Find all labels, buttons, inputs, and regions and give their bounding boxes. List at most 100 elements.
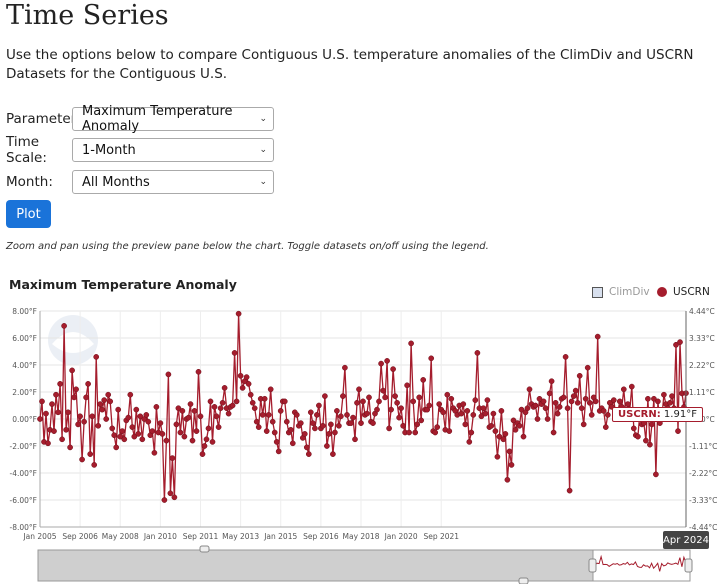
uscrn-point (466, 439, 473, 445)
chevron-down-icon: ⌄ (259, 114, 267, 124)
uscrn-point (655, 398, 661, 405)
uscrn-point (233, 398, 240, 405)
chart-axes: 8.00°F 4.44°C 6.00°F 3.33°C 4.00°F 2.22°C 2.00… (10, 307, 718, 541)
legend-uscrn-swatch (657, 287, 667, 297)
y2-tick-label: -4.44°C (689, 523, 717, 532)
y-tick-label: 4.00°F (12, 361, 37, 370)
uscrn-point (139, 436, 146, 443)
uscrn-point (203, 436, 210, 443)
uscrn-point (129, 424, 136, 430)
uscrn-point (584, 364, 591, 371)
y-tick-label: -8.00°F (10, 523, 37, 532)
uscrn-point (179, 408, 186, 414)
uscrn-point (81, 418, 87, 425)
uscrn-point (277, 408, 284, 414)
uscrn-point (408, 340, 414, 347)
uscrn-point (271, 429, 278, 436)
y-tick-label: -4.00°F (10, 469, 37, 478)
uscrn-point (159, 431, 166, 437)
uscrn-point (428, 355, 435, 362)
uscrn-point (87, 451, 94, 457)
uscrn-point (470, 412, 477, 418)
uscrn-point (193, 428, 200, 434)
uscrn-point (516, 422, 523, 429)
uscrn-point (374, 406, 380, 413)
uscrn-point (245, 381, 252, 387)
uscrn-point (125, 414, 132, 421)
month-select[interactable]: All Months ⌄ (72, 170, 274, 194)
y-tick-label: 8.00°F (12, 307, 37, 316)
uscrn-point (592, 398, 599, 405)
uscrn-point (352, 436, 358, 443)
uscrn-point (301, 431, 308, 437)
uscrn-point (324, 443, 330, 449)
time-scale-select-value: 1-Month (82, 142, 136, 158)
plot-button[interactable]: Plot (6, 200, 51, 228)
scrollbar-handle-top[interactable] (199, 545, 210, 553)
uscrn-point (109, 425, 116, 432)
uscrn-point (213, 413, 220, 420)
uscrn-point (508, 462, 515, 468)
uscrn-point (151, 449, 158, 456)
uscrn-point (540, 398, 547, 405)
uscrn-point (283, 418, 290, 425)
uscrn-point (207, 398, 214, 405)
uscrn-point (265, 412, 272, 418)
uscrn-point (243, 374, 250, 380)
uscrn-point (624, 401, 631, 407)
navigator-preview[interactable] (37, 545, 693, 584)
uscrn-point (115, 406, 122, 413)
uscrn-point (217, 405, 224, 412)
uscrn-point (221, 385, 228, 391)
uscrn-point (396, 414, 402, 421)
uscrn-point (448, 395, 455, 402)
legend-item-climdiv[interactable]: ClimDiv (592, 286, 650, 298)
tooltip-value: 1.91°F (663, 409, 697, 420)
chevron-down-icon: ⌄ (259, 145, 267, 155)
uscrn-point (149, 428, 156, 434)
parameter-select[interactable]: Maximum Temperature Anomaly ⌄ (72, 104, 274, 134)
uscrn-point (209, 439, 216, 445)
uscrn-point (378, 360, 384, 367)
y2-tick-label: 3.33°C (689, 334, 715, 343)
x-tick-label: Jan 2020 (384, 532, 418, 541)
uscrn-point (556, 404, 563, 410)
uscrn-point (191, 408, 198, 414)
uscrn-point (630, 425, 637, 432)
uscrn-point (400, 422, 406, 429)
legend-item-uscrn[interactable]: USCRN (657, 286, 710, 298)
uscrn-point (444, 391, 451, 398)
uscrn-point (137, 413, 144, 420)
uscrn-point (69, 367, 75, 374)
uscrn-point (550, 429, 557, 436)
time-scale-select[interactable]: 1-Month ⌄ (72, 138, 274, 162)
uscrn-point (464, 408, 471, 414)
uscrn-point (269, 418, 276, 425)
navigator-track[interactable] (37, 549, 691, 582)
uscrn-point (153, 404, 160, 410)
uscrn-point (384, 358, 390, 364)
uscrn-point (675, 428, 681, 434)
uscrn-point (404, 382, 410, 389)
uscrn-point (43, 410, 49, 417)
uscrn-point (101, 397, 108, 403)
uscrn-point (478, 413, 485, 420)
uscrn-point (580, 421, 587, 428)
navigator-handle-right[interactable] (684, 558, 693, 573)
uscrn-point (312, 425, 318, 432)
navigator-handle-left[interactable] (588, 558, 597, 573)
y2-tick-label: 4.44°C (689, 307, 715, 316)
uscrn-point (332, 429, 338, 436)
uscrn-point (253, 418, 260, 425)
month-select-value: All Months (82, 174, 150, 190)
navigator-selection[interactable] (592, 549, 691, 582)
uscrn-point (568, 398, 575, 405)
scrollbar-handle-bottom[interactable] (518, 577, 529, 584)
uscrn-point (336, 422, 342, 429)
uscrn-point (275, 448, 282, 455)
x-tick-label: May 2013 (222, 532, 259, 541)
uscrn-point (105, 391, 112, 398)
uscrn-point (600, 408, 607, 414)
uscrn-point (316, 402, 322, 409)
